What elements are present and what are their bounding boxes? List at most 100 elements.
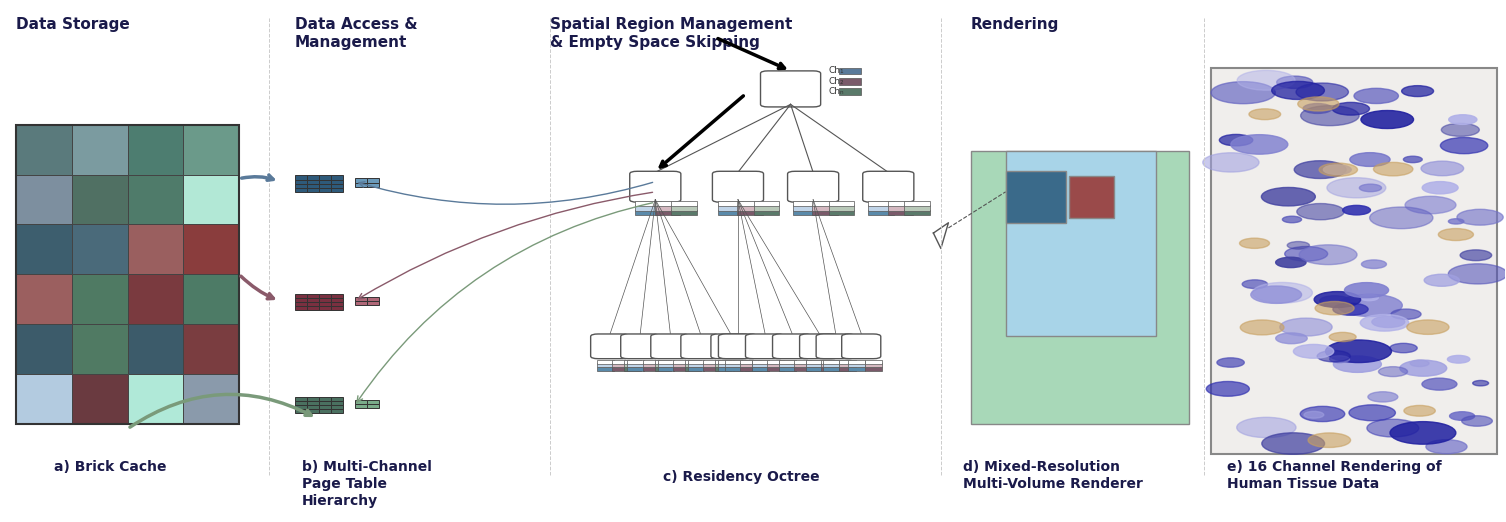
Bar	[718, 205, 744, 210]
Bar	[753, 360, 768, 364]
Circle shape	[1369, 207, 1432, 229]
Circle shape	[1236, 417, 1297, 437]
FancyBboxPatch shape	[307, 184, 319, 188]
Bar	[839, 363, 855, 367]
FancyBboxPatch shape	[319, 294, 331, 298]
Bar	[718, 363, 735, 367]
FancyBboxPatch shape	[331, 397, 343, 401]
FancyBboxPatch shape	[295, 405, 307, 409]
Circle shape	[1262, 187, 1315, 206]
Circle shape	[1378, 366, 1408, 376]
Bar	[655, 360, 672, 364]
Circle shape	[1410, 360, 1429, 366]
FancyBboxPatch shape	[761, 71, 821, 107]
Circle shape	[1333, 356, 1381, 372]
Circle shape	[1230, 135, 1288, 154]
FancyBboxPatch shape	[128, 274, 184, 324]
Bar	[828, 205, 854, 210]
Bar	[688, 360, 705, 364]
Bar	[718, 210, 744, 215]
FancyBboxPatch shape	[718, 334, 758, 359]
Bar	[733, 360, 750, 364]
Circle shape	[1325, 340, 1392, 363]
Bar	[753, 367, 768, 371]
Bar	[715, 360, 732, 364]
FancyBboxPatch shape	[319, 306, 331, 310]
Bar	[658, 360, 675, 364]
Circle shape	[1337, 294, 1402, 316]
Circle shape	[1402, 86, 1434, 97]
Bar	[741, 367, 756, 371]
Circle shape	[1349, 152, 1390, 167]
Bar	[718, 201, 744, 206]
FancyBboxPatch shape	[307, 405, 319, 409]
Bar	[726, 363, 742, 367]
Circle shape	[1283, 216, 1301, 223]
Bar	[636, 210, 661, 215]
Bar	[794, 367, 810, 371]
Bar	[794, 363, 810, 367]
FancyBboxPatch shape	[307, 302, 319, 306]
FancyBboxPatch shape	[295, 180, 307, 184]
FancyBboxPatch shape	[354, 179, 366, 183]
Bar	[655, 363, 672, 367]
Bar	[715, 367, 732, 371]
Circle shape	[1407, 320, 1449, 335]
FancyBboxPatch shape	[72, 374, 128, 423]
FancyBboxPatch shape	[319, 184, 331, 188]
Bar	[726, 367, 742, 371]
Circle shape	[1449, 264, 1506, 284]
FancyBboxPatch shape	[331, 188, 343, 192]
FancyBboxPatch shape	[354, 400, 366, 404]
Bar	[625, 360, 642, 364]
Circle shape	[1404, 406, 1435, 416]
FancyBboxPatch shape	[354, 301, 366, 305]
Circle shape	[1360, 294, 1378, 301]
Bar	[598, 363, 614, 367]
FancyBboxPatch shape	[331, 409, 343, 413]
FancyBboxPatch shape	[331, 298, 343, 302]
Bar	[703, 367, 720, 371]
Circle shape	[1241, 320, 1285, 335]
Circle shape	[1343, 205, 1370, 215]
Bar	[833, 363, 849, 367]
Circle shape	[1301, 105, 1358, 126]
Text: Spatial Region Management
& Empty Space Skipping: Spatial Region Management & Empty Space …	[550, 17, 792, 51]
Bar	[806, 363, 822, 367]
FancyBboxPatch shape	[331, 184, 343, 188]
Bar	[839, 68, 861, 75]
FancyBboxPatch shape	[620, 334, 660, 359]
Bar	[887, 201, 913, 206]
FancyBboxPatch shape	[307, 188, 319, 192]
Circle shape	[1360, 314, 1408, 331]
Bar	[867, 205, 893, 210]
Circle shape	[1318, 350, 1351, 362]
FancyBboxPatch shape	[184, 175, 239, 224]
Bar	[598, 367, 614, 371]
Bar	[672, 210, 697, 215]
FancyBboxPatch shape	[319, 409, 331, 413]
Bar	[753, 363, 768, 367]
FancyBboxPatch shape	[128, 224, 184, 274]
FancyBboxPatch shape	[630, 171, 681, 202]
Text: Data Storage: Data Storage	[17, 17, 130, 32]
Bar	[685, 360, 702, 364]
Bar	[741, 360, 756, 364]
Bar	[655, 201, 681, 206]
Circle shape	[1304, 411, 1324, 418]
Bar	[822, 367, 839, 371]
FancyBboxPatch shape	[319, 180, 331, 184]
Circle shape	[1422, 378, 1456, 390]
Circle shape	[1441, 123, 1479, 136]
FancyBboxPatch shape	[128, 374, 184, 423]
Circle shape	[1206, 382, 1250, 396]
Bar	[779, 363, 795, 367]
Bar	[848, 363, 864, 367]
Circle shape	[1239, 238, 1270, 248]
Circle shape	[1211, 81, 1276, 104]
Bar	[821, 367, 837, 371]
Bar	[613, 360, 630, 364]
Bar	[625, 367, 642, 371]
FancyBboxPatch shape	[72, 125, 128, 175]
Circle shape	[1315, 292, 1360, 307]
